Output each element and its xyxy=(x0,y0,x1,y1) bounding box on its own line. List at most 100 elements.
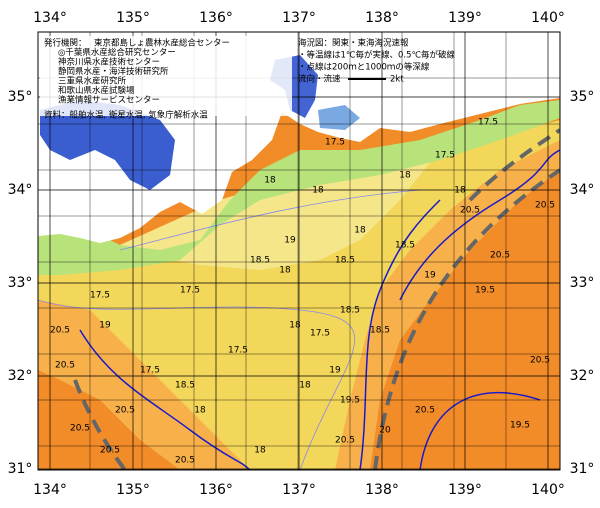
half-degree-isotherms xyxy=(38,189,421,470)
contour-label: 19.5 xyxy=(510,421,530,431)
lat-label: 35° xyxy=(8,89,33,105)
issuer-label: 発行機関： xyxy=(44,38,87,49)
contour-label: 20.5 xyxy=(460,206,480,216)
lat-label: 34° xyxy=(570,182,595,198)
contour-label: 17.5 xyxy=(435,151,455,161)
legend-note: ・等温線は1℃毎が実線、0.5℃毎が破線 xyxy=(298,50,456,61)
contour-label: 19 xyxy=(329,366,341,376)
lon-label: 134° xyxy=(33,10,67,26)
axis-labels: 134° 134° 135° 135° 136° 136° 137° 137° 138° 138°… xyxy=(8,10,595,498)
lon-label: 135° xyxy=(116,482,150,498)
isotherm xyxy=(359,199,441,470)
lat-label: 33° xyxy=(570,275,595,291)
lat-label: 32° xyxy=(570,368,595,384)
contour-label: 18.5 xyxy=(250,256,270,266)
lat-label: 31° xyxy=(570,461,595,477)
issuer: 和歌山県水産試験場 xyxy=(58,85,135,96)
isotherm xyxy=(419,392,541,470)
contour-label: 19.5 xyxy=(340,396,360,406)
lon-label: 140° xyxy=(531,10,565,26)
contour-label: 18.5 xyxy=(395,241,415,251)
isotherm xyxy=(399,149,560,301)
isotherms xyxy=(79,149,560,470)
lat-label: 33° xyxy=(8,275,33,291)
contour-label: 18 xyxy=(399,171,411,181)
contour-label: 20.5 xyxy=(70,424,90,434)
contour-label: 18 xyxy=(454,186,466,196)
contour-label: 20 xyxy=(379,426,391,436)
isotherm xyxy=(79,329,251,470)
contour-label: 20.5 xyxy=(115,406,135,416)
contour-label: 18.5 xyxy=(370,326,390,336)
contour-label: 17.5 xyxy=(310,329,330,339)
contour-label: 18 xyxy=(254,446,266,456)
contour-label: 18 xyxy=(279,266,291,276)
lat-label: 31° xyxy=(8,461,33,477)
contour-label: 20.5 xyxy=(100,446,120,456)
lon-label: 134° xyxy=(33,482,67,498)
contour-label: 17.5 xyxy=(180,286,200,296)
lon-label: 140° xyxy=(531,482,565,498)
contour-label: 17.5 xyxy=(140,366,160,376)
current-line xyxy=(373,168,560,470)
issuer: 東京都島しょ農林水産総合センター xyxy=(94,38,230,49)
issuer: ◎千葉県水産総合研究センター xyxy=(58,47,176,58)
contour-label: 18 xyxy=(194,406,206,416)
legend-note: ・点線は200ｍと1000ｍの等深線 xyxy=(298,62,430,73)
contour-label: 18.5 xyxy=(175,381,195,391)
contour-label: 18 xyxy=(354,226,366,236)
contour-label: 20.5 xyxy=(535,201,555,211)
contour-label: 20.5 xyxy=(530,356,550,366)
contour-label: 17.5 xyxy=(228,346,248,356)
lon-label: 139° xyxy=(448,482,482,498)
contour-label: 18.5 xyxy=(335,256,355,266)
frame xyxy=(37,31,561,471)
contour-label: 19.5 xyxy=(475,286,495,296)
lon-label: 137° xyxy=(282,10,316,26)
mikawa-bay xyxy=(318,105,360,130)
current-line xyxy=(73,379,127,470)
contour-label: 19 xyxy=(284,236,296,246)
contour-label: 17.5 xyxy=(325,138,345,148)
contour-label: 17.5 xyxy=(478,118,498,128)
header-box xyxy=(40,36,292,116)
osaka-bay xyxy=(40,100,175,190)
lon-label: 139° xyxy=(448,10,482,26)
current-axis xyxy=(73,128,560,470)
contour-label: 18 xyxy=(264,176,276,186)
lon-label: 135° xyxy=(116,10,150,26)
flow-unit: 2kt xyxy=(390,75,404,85)
isotherm xyxy=(119,189,421,251)
contour-label: 18.5 xyxy=(340,306,360,316)
issuer: 静岡県水産・海洋技術研究所 xyxy=(58,66,169,77)
lon-label: 138° xyxy=(365,10,399,26)
contour-label: 20.5 xyxy=(55,361,75,371)
contour-label: 17.5 xyxy=(90,291,110,301)
contour-label: 18 xyxy=(299,381,311,391)
map-body: 17.5 17.5 17.5 18 18 18 18 18 19 18.5 18.5 18 17.5 17… xyxy=(38,32,560,470)
lat-label: 34° xyxy=(8,182,33,198)
contour-label: 20.5 xyxy=(490,251,510,261)
lon-label: 138° xyxy=(365,482,399,498)
contour-label: 20.5 xyxy=(175,456,195,466)
contour-label: 18 xyxy=(289,321,301,331)
current-line xyxy=(468,128,560,202)
lon-label: 136° xyxy=(199,482,233,498)
lat-label: 35° xyxy=(570,89,595,105)
contour-label: 19 xyxy=(424,271,436,281)
contour-label: 20.5 xyxy=(415,406,435,416)
issuer: 神奈川県水産技術センター xyxy=(58,57,160,68)
contour-label: 20.5 xyxy=(50,326,70,336)
flow-label: 流向・流速 xyxy=(298,74,341,85)
contour-label: 19 xyxy=(99,321,111,331)
source: 資料：船舶水温, 衛星水温, 気象庁解析水温 xyxy=(44,110,208,121)
lon-label: 136° xyxy=(199,10,233,26)
issuer: 漁業情報サービスセンター xyxy=(58,95,160,106)
lon-label: 137° xyxy=(282,482,316,498)
contour-labels: 17.5 17.5 17.5 18 18 18 18 18 19 18.5 18.5 18 17.5 17… xyxy=(50,118,555,466)
issuer: 三重県水産研究所 xyxy=(58,76,127,87)
contour-label: 20.5 xyxy=(335,436,355,446)
contour-label: 18 xyxy=(312,186,324,196)
lat-label: 32° xyxy=(8,368,33,384)
